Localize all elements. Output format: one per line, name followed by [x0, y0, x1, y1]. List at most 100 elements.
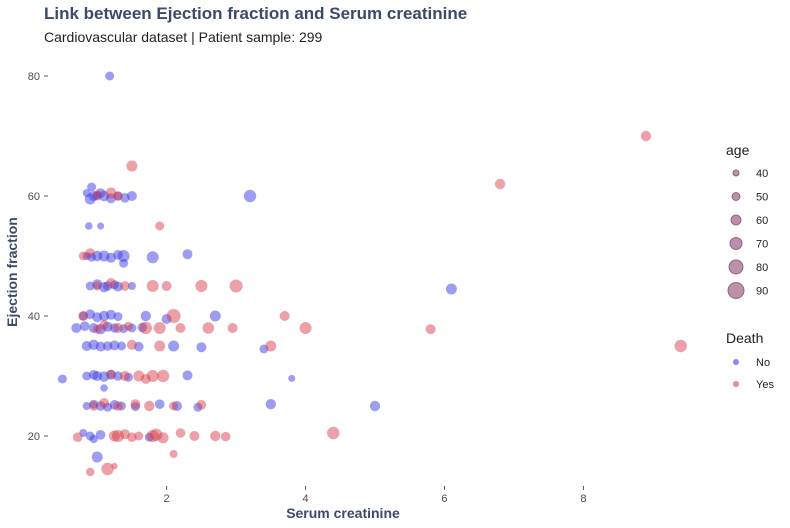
data-point-yes	[227, 323, 238, 333]
data-point-no	[134, 341, 144, 352]
data-point-yes	[140, 374, 151, 384]
chart-title: Link between Ejection fraction and Serum…	[44, 4, 468, 23]
data-point-no	[106, 193, 116, 204]
data-point-yes	[425, 324, 436, 335]
color-legend-label: No	[756, 357, 770, 369]
data-point-no	[109, 323, 120, 333]
data-point-yes	[153, 322, 166, 334]
data-point-no	[182, 249, 193, 260]
data-point-yes	[92, 281, 102, 291]
data-point-yes	[189, 431, 200, 441]
data-point-no	[140, 310, 151, 322]
data-point-no	[82, 252, 91, 260]
chart-subtitle: Cardiovascular dataset | Patient sample:…	[44, 29, 323, 45]
data-point-no	[57, 374, 67, 384]
data-point-yes	[92, 190, 102, 200]
data-point-no	[117, 341, 126, 351]
data-point-no	[113, 312, 123, 322]
data-point-yes	[229, 279, 243, 293]
data-point-yes	[86, 467, 95, 477]
data-point-no	[130, 402, 140, 412]
data-point-no	[137, 322, 148, 333]
data-point-yes	[120, 281, 130, 291]
data-point-yes	[126, 339, 137, 350]
data-point-yes	[157, 432, 169, 444]
size-legend-label: 80	[756, 262, 768, 274]
data-point-yes	[299, 322, 312, 334]
data-point-no	[123, 372, 133, 382]
data-point-yes	[640, 130, 652, 142]
data-point-yes	[195, 280, 208, 292]
data-point-no	[209, 310, 221, 322]
data-point-no	[119, 258, 129, 268]
data-point-yes	[494, 178, 506, 190]
data-point-yes	[146, 280, 159, 292]
data-point-no	[109, 400, 120, 410]
y-tick-label: 20	[28, 431, 40, 443]
data-point-no	[144, 432, 154, 442]
size-legend-label: 50	[756, 192, 768, 204]
size-legend-key	[732, 169, 740, 177]
data-point-no	[95, 430, 106, 440]
data-point-yes	[196, 400, 207, 410]
data-point-yes	[169, 401, 179, 411]
size-legend-key	[731, 192, 741, 201]
data-point-no	[95, 341, 106, 352]
data-point-yes	[112, 430, 124, 442]
size-legend-key	[727, 282, 745, 299]
data-point-no	[79, 429, 88, 437]
data-point-yes	[674, 339, 687, 353]
size-legend-key	[728, 259, 744, 275]
data-point-yes	[106, 369, 116, 379]
data-point-yes	[156, 369, 170, 383]
size-legend-label: 70	[756, 239, 768, 251]
size-legend-title: age	[726, 142, 750, 158]
data-point-no	[243, 189, 257, 203]
data-point-yes	[113, 191, 123, 201]
data-point-no	[106, 309, 116, 320]
size-legend-label: 40	[756, 168, 768, 180]
data-point-yes	[113, 323, 123, 333]
data-point-no	[288, 374, 296, 382]
data-point-yes	[78, 311, 89, 321]
data-point-yes	[144, 400, 155, 412]
data-point-yes	[279, 311, 290, 321]
data-point-yes	[109, 430, 120, 442]
data-point-yes	[85, 248, 95, 258]
data-point-yes	[134, 431, 144, 441]
color-legend-label: Yes	[756, 379, 774, 391]
data-point-yes	[169, 450, 178, 458]
color-legend: Death No Yes	[726, 330, 774, 391]
data-point-no	[89, 434, 98, 444]
data-point-no	[109, 340, 120, 351]
data-point-yes	[175, 428, 186, 438]
data-point-no	[85, 222, 93, 230]
size-legend-label: 60	[756, 215, 768, 227]
data-point-yes	[106, 278, 116, 288]
data-point-yes	[92, 324, 102, 334]
data-point-no	[82, 402, 91, 410]
data-point-no	[117, 250, 130, 262]
data-point-yes	[119, 371, 130, 381]
data-point-yes	[113, 401, 123, 411]
data-point-yes	[220, 431, 231, 442]
data-point-no	[146, 251, 159, 264]
color-legend-key-yes	[733, 381, 739, 387]
y-tick-label: 40	[28, 311, 40, 323]
data-point-no	[97, 222, 105, 230]
data-point-no	[172, 401, 182, 411]
data-point-yes	[126, 160, 138, 172]
size-legend-label: 90	[756, 286, 768, 298]
data-point-no	[265, 399, 276, 410]
x-tick-label: 4	[302, 493, 308, 505]
data-point-no	[91, 451, 103, 463]
data-point-yes	[265, 340, 277, 352]
y-axis-title: Ejection fraction	[4, 217, 20, 327]
data-point-yes	[99, 320, 109, 330]
size-legend-key	[729, 237, 743, 250]
data-point-yes	[101, 462, 114, 476]
data-point-yes	[123, 321, 133, 331]
data-point-no	[193, 402, 203, 412]
data-point-no	[105, 71, 115, 81]
data-point-yes	[210, 430, 221, 442]
